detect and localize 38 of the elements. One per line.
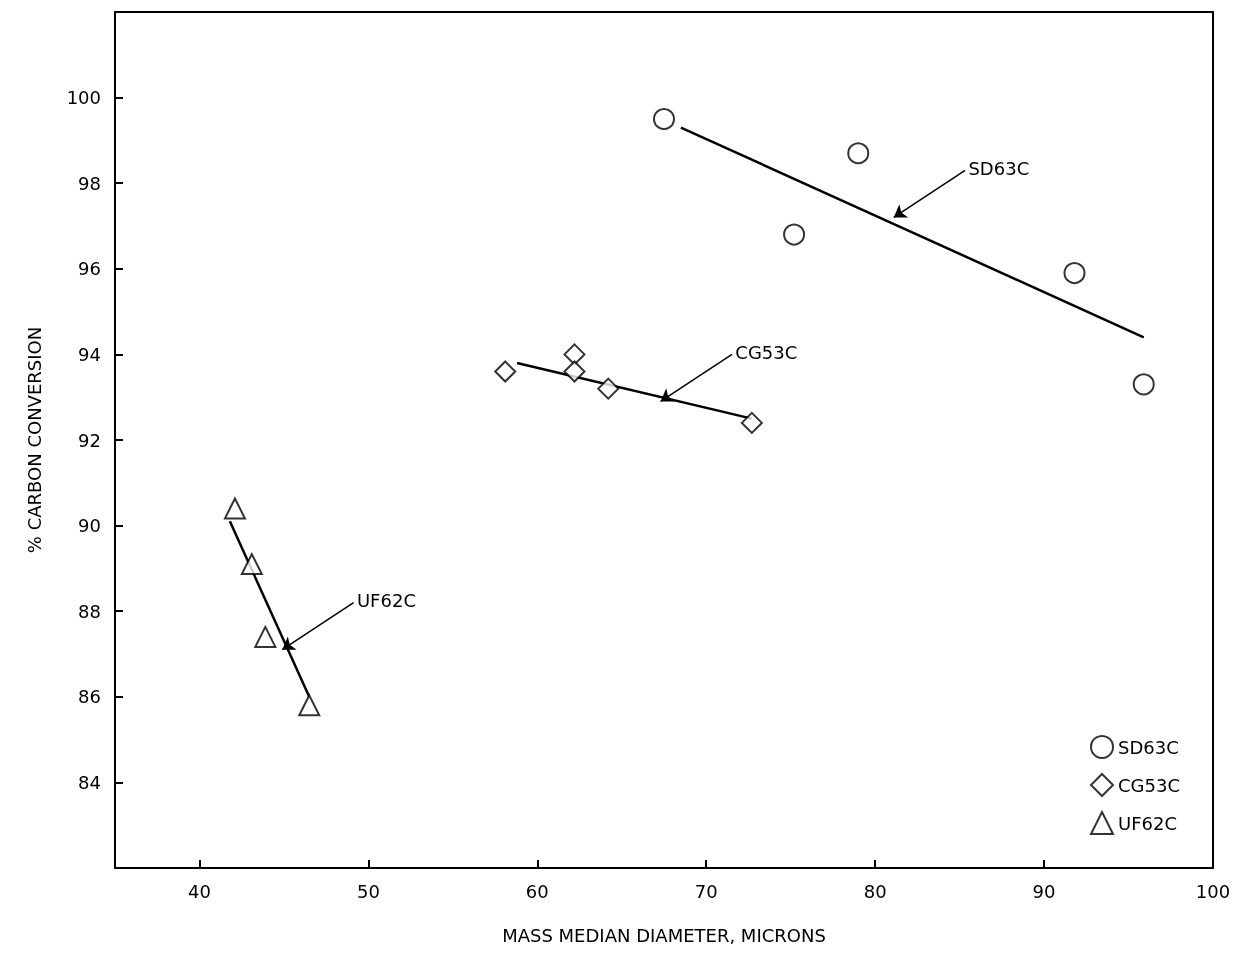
legend-label: UF62C bbox=[1118, 812, 1178, 834]
point bbox=[653, 108, 675, 130]
point bbox=[563, 343, 586, 366]
point bbox=[1063, 262, 1086, 285]
legend-label: CG53C bbox=[1118, 774, 1181, 796]
x-axis-title: MASS MEDIAN DIAMETER, MICRONS bbox=[502, 924, 826, 946]
y-axis-title: % CARBON CONVERSION bbox=[23, 326, 45, 554]
point bbox=[494, 360, 517, 383]
y-tick-label: 92 bbox=[78, 429, 101, 451]
point bbox=[1132, 373, 1155, 396]
y-tick-label: 88 bbox=[78, 600, 101, 622]
annotation: UF62C bbox=[356, 589, 416, 611]
x-tick-label: 100 bbox=[1195, 880, 1231, 902]
y-tick-label: 90 bbox=[78, 515, 101, 537]
point bbox=[783, 223, 806, 246]
x-tick-label: 50 bbox=[356, 880, 380, 902]
y-tick-label: 96 bbox=[78, 258, 101, 280]
point bbox=[254, 625, 277, 648]
point bbox=[740, 411, 763, 434]
x-tick-label: 60 bbox=[525, 880, 549, 902]
annotation: CG53C bbox=[735, 341, 798, 363]
annotation: SD63C bbox=[968, 157, 1030, 179]
point bbox=[240, 553, 263, 576]
x-tick-label: 70 bbox=[694, 880, 718, 902]
x-tick-label: 90 bbox=[1032, 880, 1056, 902]
y-tick-label: 94 bbox=[78, 343, 101, 365]
point bbox=[223, 497, 246, 520]
legend-label: SD63C bbox=[1118, 736, 1179, 758]
point bbox=[597, 377, 620, 400]
point bbox=[847, 142, 870, 165]
y-tick-label: 98 bbox=[78, 172, 101, 194]
point bbox=[298, 694, 321, 717]
y-tick-label: 86 bbox=[78, 686, 101, 708]
x-tick-label: 40 bbox=[188, 880, 211, 902]
point bbox=[563, 360, 586, 383]
y-tick-label: 84 bbox=[78, 771, 101, 793]
x-tick-label: 80 bbox=[863, 880, 887, 902]
y-tick-label: 100 bbox=[66, 87, 101, 109]
